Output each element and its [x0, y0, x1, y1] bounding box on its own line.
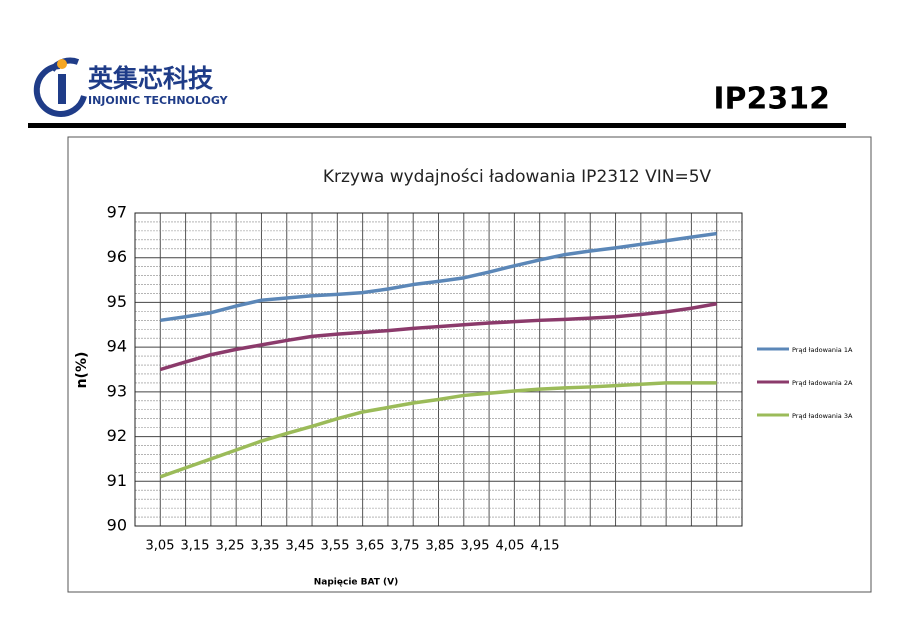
brand-cn: 英集芯科技	[88, 64, 213, 93]
chart-frame	[67, 136, 872, 593]
y-tick-label: 94	[107, 337, 127, 356]
brand-en: INJOINIC TECHNOLOGY	[88, 94, 229, 107]
y-axis-label: n(%)	[74, 352, 90, 389]
x-tick-label: 3,15	[181, 539, 210, 554]
x-tick-label: 3,25	[216, 539, 245, 554]
chart-title: Krzywa wydajności ładowania IP2312 VIN=5…	[323, 167, 712, 187]
logo	[33, 57, 87, 117]
y-tick-label: 95	[107, 292, 127, 311]
x-tick-label: 4,15	[531, 539, 560, 554]
plot: 90 91 92 93 94 95 96 97 3,05 3,15 3,25 3,35 3,45 3,55…	[107, 203, 853, 554]
series-line	[160, 231, 717, 323]
y-tick-label: 93	[107, 381, 127, 400]
x-tick-label: 3,65	[356, 539, 385, 554]
series-line	[159, 381, 717, 479]
x-tick-label: 3,55	[321, 539, 350, 554]
x-axis-label: Napięcie BAT (V)	[314, 578, 399, 588]
y-tick-label: 91	[107, 471, 127, 490]
legend-label: Prąd ładowania 2A	[792, 379, 853, 387]
legend-label: Prąd ładowania 1A	[792, 346, 853, 354]
y-tick-label: 92	[107, 426, 127, 445]
x-tick-label: 3,05	[146, 539, 175, 554]
x-tick-label: 3,95	[461, 539, 490, 554]
y-tick-label: 97	[107, 203, 127, 222]
x-tick-label: 3,45	[286, 539, 315, 554]
x-tick-label: 3,75	[391, 539, 420, 554]
header-rule	[28, 123, 846, 128]
part-number: IP2312	[713, 82, 830, 117]
plot-border	[134, 212, 743, 527]
y-tick-label: 90	[107, 516, 127, 535]
x-tick-label: 3,35	[251, 539, 280, 554]
series-line	[159, 302, 718, 372]
legend-label: Prąd ładowania 3A	[792, 412, 853, 420]
y-tick-label: 96	[107, 247, 127, 266]
x-tick-label: 4,05	[496, 539, 525, 554]
x-tick-label: 3,85	[426, 539, 455, 554]
